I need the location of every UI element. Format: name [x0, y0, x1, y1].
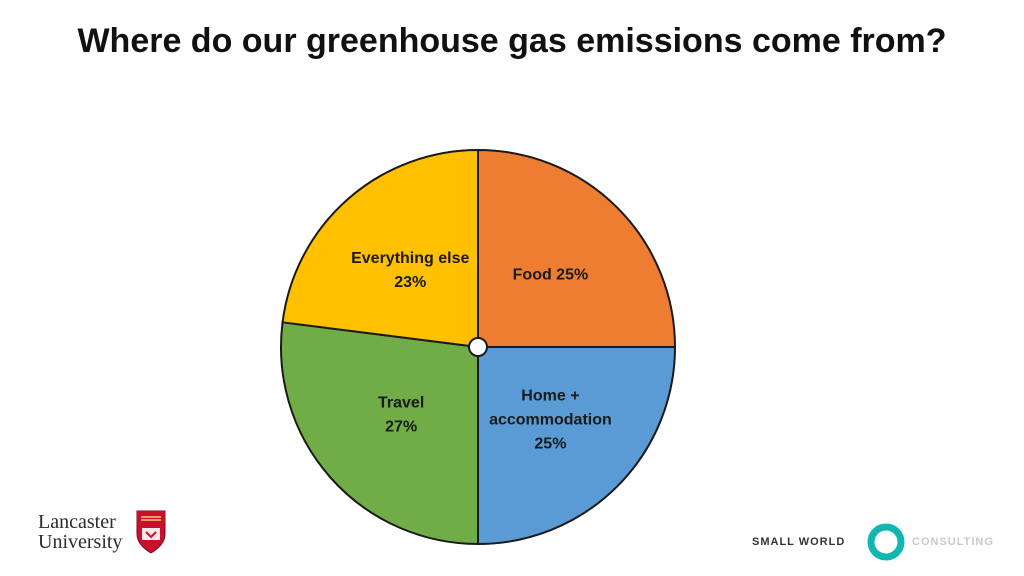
- small-world-text: SMALL WORLD: [752, 536, 846, 548]
- pie-slice-2: [280, 321, 479, 546]
- pie-slice-label-2: Travel 27%: [378, 395, 424, 436]
- lancaster-line1: Lancaster: [38, 511, 116, 533]
- chart-title: Where do our greenhouse gas emissions co…: [77, 22, 947, 60]
- ring-icon: [867, 523, 905, 561]
- consulting-text: CONSULTING: [912, 536, 994, 548]
- pie-slice-1: [477, 346, 677, 546]
- pie-slice-0: [477, 148, 677, 348]
- pie-slice-label-3: Everything else 23%: [351, 250, 469, 291]
- pie-slice-label-0: Food 25%: [513, 267, 589, 284]
- pie-slice-3: [281, 148, 479, 349]
- pie-center-hub: [468, 337, 488, 357]
- lancaster-line2: University: [38, 531, 123, 553]
- pie-slice-label-1: Home + accommodation 25%: [489, 387, 612, 452]
- lancaster-wordmark: Lancaster University: [38, 512, 122, 552]
- crest-icon: [136, 510, 166, 554]
- small-world-consulting-logo: SMALL WORLD CONSULTING: [752, 522, 1012, 562]
- lancaster-university-logo: Lancaster University: [38, 510, 178, 558]
